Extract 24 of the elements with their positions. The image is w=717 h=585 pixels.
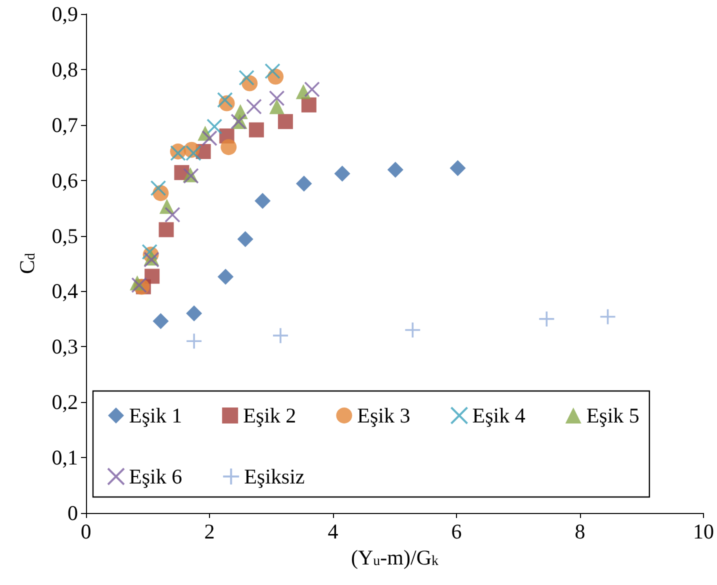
y-tick-label: 0,4: [52, 279, 78, 304]
y-tick-label: 0,7: [52, 112, 78, 137]
y-axis-title: Cd: [15, 252, 39, 274]
y-tick-label: 0,9: [52, 2, 78, 26]
y-tick-label: 0: [68, 501, 78, 525]
x-tick-label: 8: [574, 520, 586, 544]
x-tick-label: 6: [451, 520, 462, 544]
y-tick-label: 0,3: [52, 334, 78, 359]
y-tick-label: 0,6: [52, 168, 78, 192]
legend-label: Eşik 4: [472, 404, 526, 428]
y-tick-label: 0,2: [52, 390, 78, 414]
x-tick-label: 2: [204, 520, 215, 544]
x-tick-label: 10: [693, 520, 714, 544]
y-tick-label: 0,8: [52, 57, 78, 82]
y-tick-label: 0,5: [52, 224, 78, 248]
legend-label: Eşiksiz: [244, 464, 305, 488]
legend-label: Eşik 6: [129, 464, 182, 488]
legend-label: Eşik 5: [586, 404, 640, 428]
y-tick-label: 0,1: [52, 446, 78, 470]
x-tick-label: 4: [328, 520, 339, 544]
legend-label: Eşik 3: [357, 404, 410, 428]
legend-label: Eşik 2: [243, 404, 296, 428]
legend-label: Eşik 1: [129, 404, 182, 428]
x-axis-title: (Yu-m)/Gk: [351, 545, 438, 570]
